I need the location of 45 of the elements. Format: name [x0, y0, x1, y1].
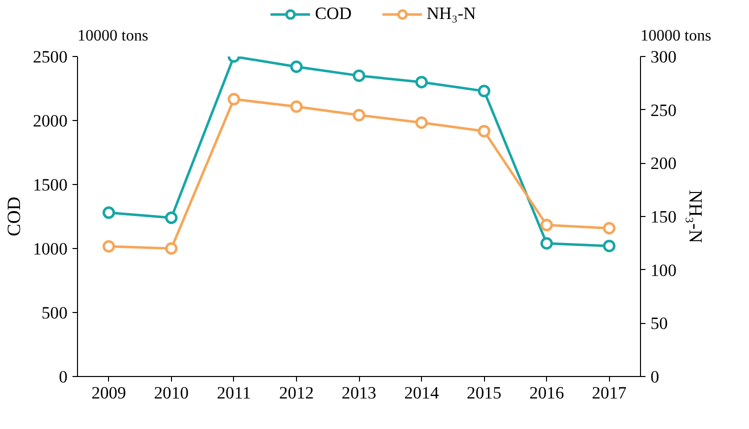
x-tick-label: 2010: [154, 384, 189, 402]
y2-tick-label: 100: [650, 260, 676, 280]
point: [290, 100, 303, 113]
y2-tick-label: 150: [650, 208, 676, 226]
y-axis-title: COD: [4, 196, 25, 236]
point: [478, 84, 490, 98]
y-tick-label: 2000: [32, 112, 68, 130]
y2-tick-label: 300: [650, 48, 676, 66]
y2-tick-label: 0: [650, 368, 660, 386]
y2-tick-label: 200: [650, 154, 676, 174]
point: [415, 116, 428, 129]
point: [602, 240, 616, 252]
point: [478, 124, 490, 138]
x-tick-label: 2015: [466, 384, 502, 402]
legend-label: NH₃-N: [426, 4, 476, 24]
point: [415, 76, 428, 88]
legend-label: COD: [315, 4, 352, 24]
y2-axis-title: NH₃-N: [684, 190, 706, 244]
point: [352, 69, 366, 82]
point: [352, 108, 366, 122]
point: [102, 240, 116, 253]
y-tick-label: 1000: [32, 240, 68, 258]
y-tick-label: 1500: [32, 176, 68, 194]
point: [602, 222, 616, 234]
x-tick-label: 2017: [592, 384, 627, 402]
x-tick-label: 2014: [404, 384, 440, 402]
y2-tick-label: 250: [650, 100, 676, 120]
point: [228, 92, 240, 106]
y-tick-label: 2500: [32, 48, 68, 66]
text: 10000 tons: [640, 28, 712, 44]
x-tick-label: 2009: [91, 384, 126, 402]
point: [290, 60, 303, 73]
x-tick-label: 2016: [529, 384, 564, 402]
point: [165, 212, 178, 224]
text: 10000 tons: [78, 28, 148, 44]
point: [540, 237, 553, 250]
y-tick-label: 500: [42, 304, 68, 322]
point: [540, 218, 553, 232]
x-tick-label: 2013: [342, 384, 376, 402]
y-tick-label: 0: [58, 368, 68, 386]
point: [165, 242, 178, 255]
x-tick-label: 2011: [216, 384, 251, 402]
point: [102, 206, 116, 219]
y2-tick-label: 50: [650, 314, 668, 334]
x-tick-label: 2012: [279, 384, 314, 402]
